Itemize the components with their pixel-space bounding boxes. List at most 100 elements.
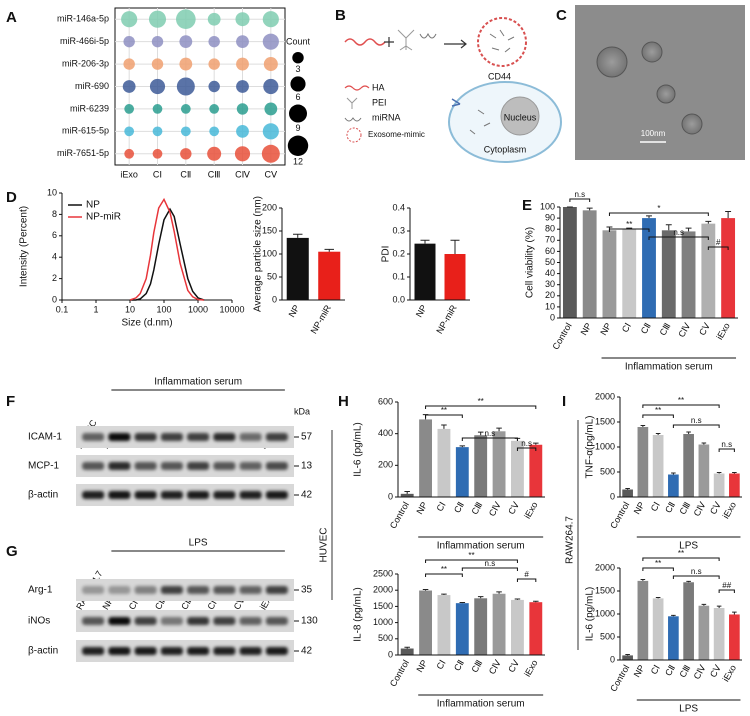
- legend-dot: [289, 104, 307, 123]
- bracket: [425, 573, 463, 577]
- legend-label: 6: [295, 92, 300, 102]
- band: [108, 647, 131, 655]
- bar: [698, 444, 710, 497]
- y-tick-label: 2500: [373, 568, 393, 578]
- significance: **: [478, 397, 484, 406]
- exosome-mimic: [477, 17, 527, 67]
- x-tick-label: CⅢ: [658, 321, 673, 337]
- band: [160, 433, 183, 441]
- bar: [562, 207, 577, 318]
- x-tick-label: CⅤ: [265, 169, 278, 179]
- bar: [668, 616, 679, 660]
- y-tick-label: 0.2: [392, 248, 405, 258]
- x-tick-label: CⅣ: [692, 500, 708, 518]
- dot: [236, 57, 249, 71]
- significance: #: [524, 570, 529, 579]
- membrane: [76, 455, 294, 477]
- bar: [419, 419, 432, 497]
- x-tick-label: NP: [287, 303, 302, 319]
- y-axis-label: IL-6 (pg/mL): [585, 587, 596, 641]
- line: [129, 197, 205, 301]
- y-tick-label: 0: [52, 294, 57, 304]
- row-label: MCP-1: [28, 461, 60, 472]
- bar: [400, 648, 414, 655]
- y-tick-label: 10: [545, 301, 555, 311]
- bar: [474, 435, 488, 497]
- y-tick-label: miR-206-3p: [62, 58, 109, 68]
- significance: **: [678, 396, 684, 405]
- bracket: [461, 567, 518, 571]
- x-tick-label: NP: [579, 321, 594, 337]
- y-tick-label: 8: [52, 209, 57, 219]
- dot: [179, 35, 193, 49]
- error-bar: [459, 602, 466, 604]
- cd44-icon: [451, 98, 461, 107]
- bar: [622, 229, 637, 318]
- dot: [124, 104, 135, 114]
- kda-label: 35: [301, 585, 313, 596]
- dot: [207, 146, 222, 161]
- dot: [261, 144, 280, 163]
- error-bar: [705, 220, 712, 224]
- band: [160, 647, 183, 655]
- error-bar: [640, 425, 646, 427]
- y-tick-label: miR-466i-5p: [60, 36, 109, 46]
- error-bar: [496, 427, 502, 432]
- y-tick-label: 1500: [595, 585, 615, 595]
- membrane: [76, 484, 294, 506]
- y-tick-label: miR-690: [75, 81, 109, 91]
- dot: [262, 123, 279, 140]
- error-bar: [686, 580, 691, 583]
- bracket: [707, 246, 729, 250]
- bracket: [718, 589, 735, 593]
- dot: [208, 80, 220, 93]
- bracket: [608, 228, 650, 232]
- legend-label: 9: [295, 123, 300, 133]
- dot: [152, 126, 163, 137]
- x-tick-label: CⅤ: [506, 657, 521, 674]
- error-bar: [732, 472, 737, 474]
- bar: [729, 473, 740, 497]
- band: [213, 491, 236, 499]
- significance: n.s: [691, 416, 702, 425]
- dot: [236, 80, 249, 93]
- bracket: [672, 424, 720, 428]
- panel-label: I: [562, 393, 566, 410]
- x-tick-label: iExo: [714, 321, 731, 341]
- error-bar: [671, 614, 676, 617]
- band: [134, 433, 157, 441]
- bar: [729, 614, 740, 660]
- kda-label: 42: [301, 646, 313, 657]
- bracket: [461, 437, 518, 441]
- error-bar: [441, 593, 447, 596]
- vesicle: [596, 46, 628, 78]
- y-tick-label: 100: [262, 248, 277, 258]
- y-axis-label: Intensity (Percent): [19, 206, 30, 287]
- legend-icon: [344, 117, 362, 122]
- band: [108, 491, 131, 499]
- x-tick-label: Control: [388, 658, 411, 688]
- x-tick-label: NP: [632, 663, 647, 679]
- y-tick-label: 10: [47, 187, 57, 197]
- bar: [492, 431, 506, 497]
- membrane: [76, 579, 294, 601]
- error-bar: [586, 207, 593, 211]
- dot: [123, 58, 135, 70]
- error-bar: [533, 600, 539, 603]
- band: [82, 586, 105, 594]
- bracket: [569, 198, 591, 202]
- error-bar: [701, 442, 707, 445]
- dot: [263, 57, 278, 72]
- y-tick-label: 0.4: [392, 202, 405, 212]
- x-tick-label: NP: [414, 658, 429, 674]
- significance: **: [468, 551, 474, 560]
- bar: [511, 440, 524, 497]
- error-bar: [459, 445, 466, 448]
- band: [265, 647, 288, 655]
- kda-label: 42: [301, 490, 313, 501]
- bracket: [425, 559, 518, 563]
- dot: [262, 11, 279, 28]
- band: [82, 433, 105, 441]
- x-tick-label: CⅠ: [434, 658, 447, 671]
- band: [239, 433, 262, 441]
